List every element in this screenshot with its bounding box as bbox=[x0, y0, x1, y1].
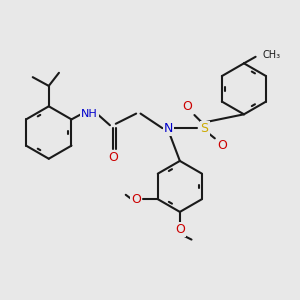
Text: O: O bbox=[217, 139, 227, 152]
Text: O: O bbox=[131, 193, 141, 206]
Text: NH: NH bbox=[81, 109, 98, 118]
Text: O: O bbox=[108, 151, 118, 164]
Text: O: O bbox=[175, 223, 185, 236]
Text: O: O bbox=[182, 100, 192, 113]
Text: S: S bbox=[201, 122, 208, 135]
Text: CH₃: CH₃ bbox=[262, 50, 280, 60]
Text: N: N bbox=[164, 122, 173, 135]
